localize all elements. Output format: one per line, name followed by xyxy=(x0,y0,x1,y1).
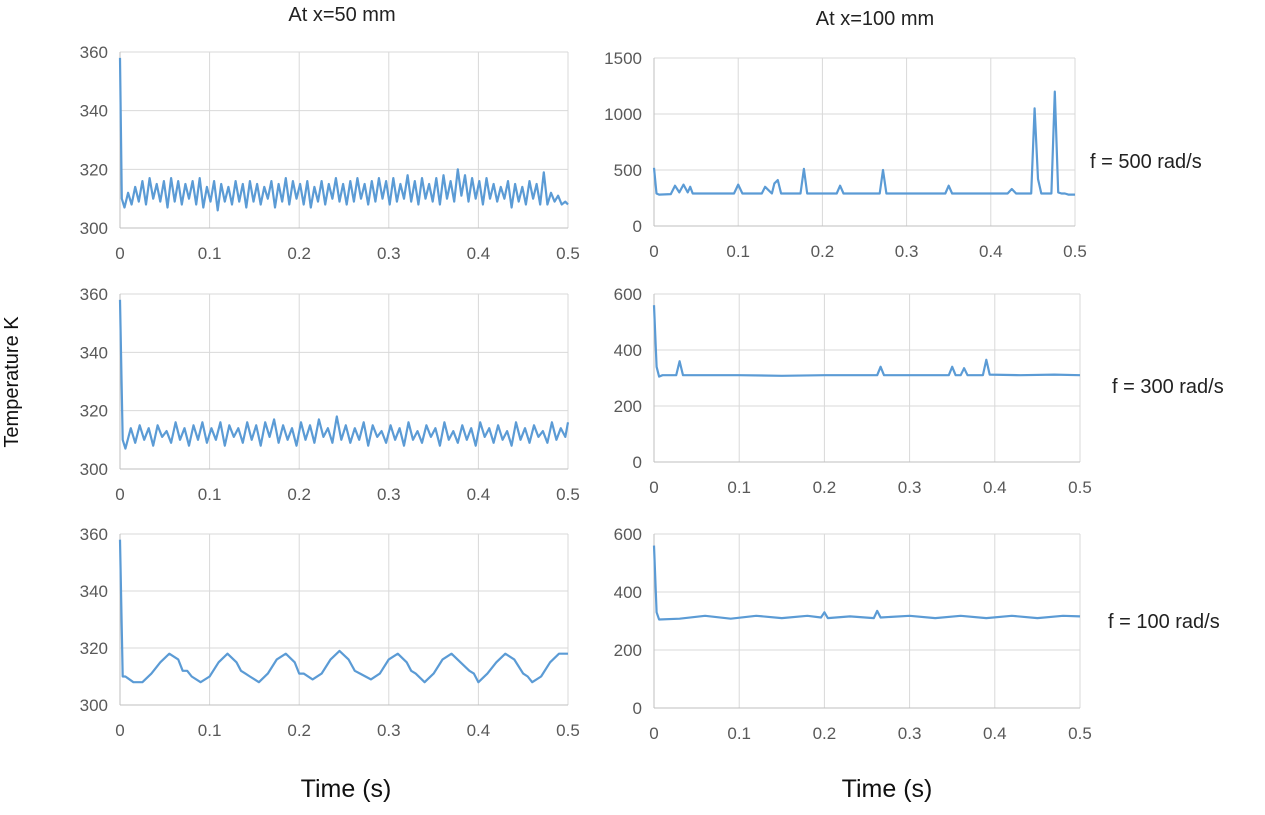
x-tick-label: 0.1 xyxy=(726,242,750,261)
x-tick-label: 0 xyxy=(115,244,124,263)
x-tick-label: 0.3 xyxy=(898,724,922,743)
panel-p50-100: 0 0.1 0.2 0.3 0.4 0.5 300 320 340 360 xyxy=(80,525,580,740)
x-axis-label-left: Time (s) xyxy=(301,775,392,803)
y-tick-label: 500 xyxy=(614,161,642,180)
panel-p50-500: 0 0.1 0.2 0.3 0.4 0.5 300 320 340 360 xyxy=(80,43,580,263)
x-tick-label: 0.5 xyxy=(556,721,580,740)
x-tick-label: 0.5 xyxy=(1063,242,1087,261)
series-line-p100-300 xyxy=(652,305,1081,378)
y-tick-label: 0 xyxy=(633,217,642,236)
y-tick-label: 340 xyxy=(80,343,108,362)
x-axis-label-right: Time (s) xyxy=(842,775,933,803)
y-tick-label: 600 xyxy=(614,285,642,304)
y-tick-label: 320 xyxy=(80,402,108,421)
x-tick-label: 0 xyxy=(115,485,124,504)
x-tick-label: 0.4 xyxy=(467,244,491,263)
y-tick-label: 340 xyxy=(80,102,108,121)
y-tick-label: 300 xyxy=(80,219,108,238)
y-tick-label: 1500 xyxy=(604,49,642,68)
panel-p100-300: 0 0.1 0.2 0.3 0.4 0.5 0 200 400 600 xyxy=(614,285,1092,497)
x-tick-label: 0.4 xyxy=(467,721,491,740)
y-tick-label: 0 xyxy=(633,453,642,472)
x-tick-label: 0.5 xyxy=(556,244,580,263)
y-tick-label: 360 xyxy=(80,525,108,544)
y-tick-label: 400 xyxy=(614,341,642,360)
x-tick-label: 0.3 xyxy=(377,244,401,263)
panel-p100-500: 0 0.1 0.2 0.3 0.4 0.5 0 500 1000 1500 xyxy=(604,49,1087,261)
y-tick-label: 200 xyxy=(614,641,642,660)
x-tick-label: 0.4 xyxy=(983,478,1007,497)
column-title-x100: At x=100 mm xyxy=(816,8,934,30)
x-tick-label: 0 xyxy=(115,721,124,740)
y-tick-label: 300 xyxy=(80,460,108,479)
x-tick-label: 0.2 xyxy=(813,478,837,497)
y-tick-label: 200 xyxy=(614,397,642,416)
x-tick-label: 0.1 xyxy=(727,724,751,743)
x-tick-label: 0.5 xyxy=(1068,478,1092,497)
row-label-300: f = 300 rad/s xyxy=(1112,376,1224,398)
row-label-500: f = 500 rad/s xyxy=(1090,151,1202,173)
x-tick-label: 0 xyxy=(649,242,658,261)
y-tick-label: 320 xyxy=(80,639,108,658)
x-tick-label: 0.2 xyxy=(287,244,311,263)
y-tick-label: 320 xyxy=(80,160,108,179)
x-tick-label: 0.3 xyxy=(898,478,922,497)
y-tick-label: 300 xyxy=(80,696,108,715)
panel-p100-100: 0 0.1 0.2 0.3 0.4 0.5 0 200 400 600 xyxy=(614,525,1092,743)
x-tick-label: 0.2 xyxy=(811,242,835,261)
row-label-100: f = 100 rad/s xyxy=(1108,611,1220,633)
series-line-p50-500 xyxy=(118,57,569,212)
series-line-p100-500 xyxy=(652,90,1075,196)
x-tick-label: 0.2 xyxy=(287,721,311,740)
y-tick-label: 400 xyxy=(614,583,642,602)
panel-p50-300: 0 0.1 0.2 0.3 0.4 0.5 300 320 340 360 xyxy=(80,285,580,504)
y-tick-label: 600 xyxy=(614,525,642,544)
column-title-x50: At x=50 mm xyxy=(288,4,395,26)
x-tick-label: 0.1 xyxy=(198,244,222,263)
series-line-p50-100 xyxy=(118,539,568,684)
chart-panels: 0 0.1 0.2 0.3 0.4 0.5 300 320 340 360 0 0.1 0.2 0.3 0.… xyxy=(80,43,1092,743)
x-tick-label: 0.3 xyxy=(895,242,919,261)
y-axis-label: Temperature K xyxy=(1,316,23,448)
y-tick-label: 360 xyxy=(80,43,108,62)
x-tick-label: 0.1 xyxy=(198,485,222,504)
x-tick-label: 0.4 xyxy=(467,485,491,504)
x-tick-label: 0.2 xyxy=(287,485,311,504)
series-line-p100-100 xyxy=(652,545,1081,621)
x-tick-label: 0 xyxy=(649,724,658,743)
x-tick-label: 0.2 xyxy=(813,724,837,743)
x-tick-label: 0.5 xyxy=(556,485,580,504)
x-tick-label: 0.1 xyxy=(727,478,751,497)
y-tick-label: 1000 xyxy=(604,105,642,124)
x-tick-label: 0.3 xyxy=(377,721,401,740)
y-tick-label: 360 xyxy=(80,285,108,304)
x-tick-label: 0 xyxy=(649,478,658,497)
y-tick-label: 0 xyxy=(633,699,642,718)
x-tick-label: 0.4 xyxy=(983,724,1007,743)
x-tick-label: 0.4 xyxy=(979,242,1003,261)
x-tick-label: 0.3 xyxy=(377,485,401,504)
series-line-p50-300 xyxy=(118,299,570,450)
y-tick-label: 340 xyxy=(80,582,108,601)
x-tick-label: 0.5 xyxy=(1068,724,1092,743)
x-tick-label: 0.1 xyxy=(198,721,222,740)
